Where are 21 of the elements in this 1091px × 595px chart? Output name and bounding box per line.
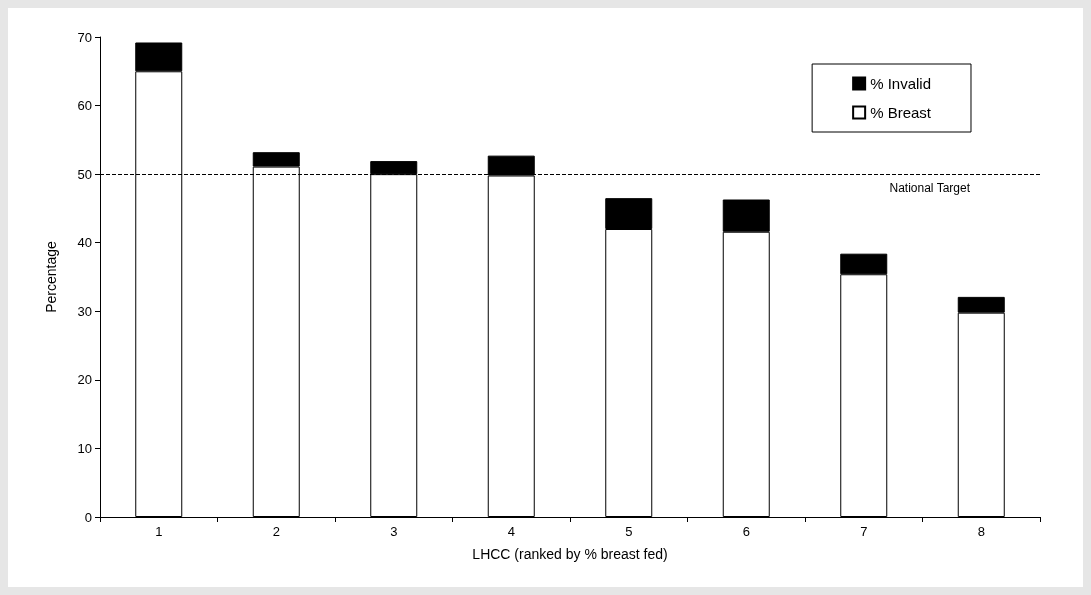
ref-line-label: National Target [889, 181, 971, 196]
x-tick-label: 4 [507, 524, 515, 539]
x-tick-label: 8 [977, 524, 985, 539]
x-axis-title: LHCC (ranked by % breast fed) [472, 546, 668, 562]
x-tick-label: 6 [742, 524, 750, 539]
x-tick-label: 1 [155, 524, 163, 539]
x-tick-label: 2 [272, 524, 280, 539]
y-tick-label: 0 [84, 509, 92, 525]
y-tick-label: 50 [77, 166, 92, 182]
legend-label: % Invalid [870, 75, 932, 92]
legend-label: % Breast [870, 104, 932, 121]
y-tick-label: 20 [77, 372, 92, 388]
y-tick-label: 60 [77, 98, 92, 114]
y-axis-title: Percentage [43, 240, 59, 313]
y-tick-label: 70 [77, 29, 92, 45]
x-tick-label: 5 [625, 524, 633, 539]
y-tick-label: 30 [77, 303, 92, 319]
x-tick-label: 7 [860, 524, 868, 539]
y-tick-label: 40 [77, 235, 92, 251]
x-tick-label: 3 [390, 524, 398, 539]
y-tick-label: 10 [77, 440, 92, 456]
